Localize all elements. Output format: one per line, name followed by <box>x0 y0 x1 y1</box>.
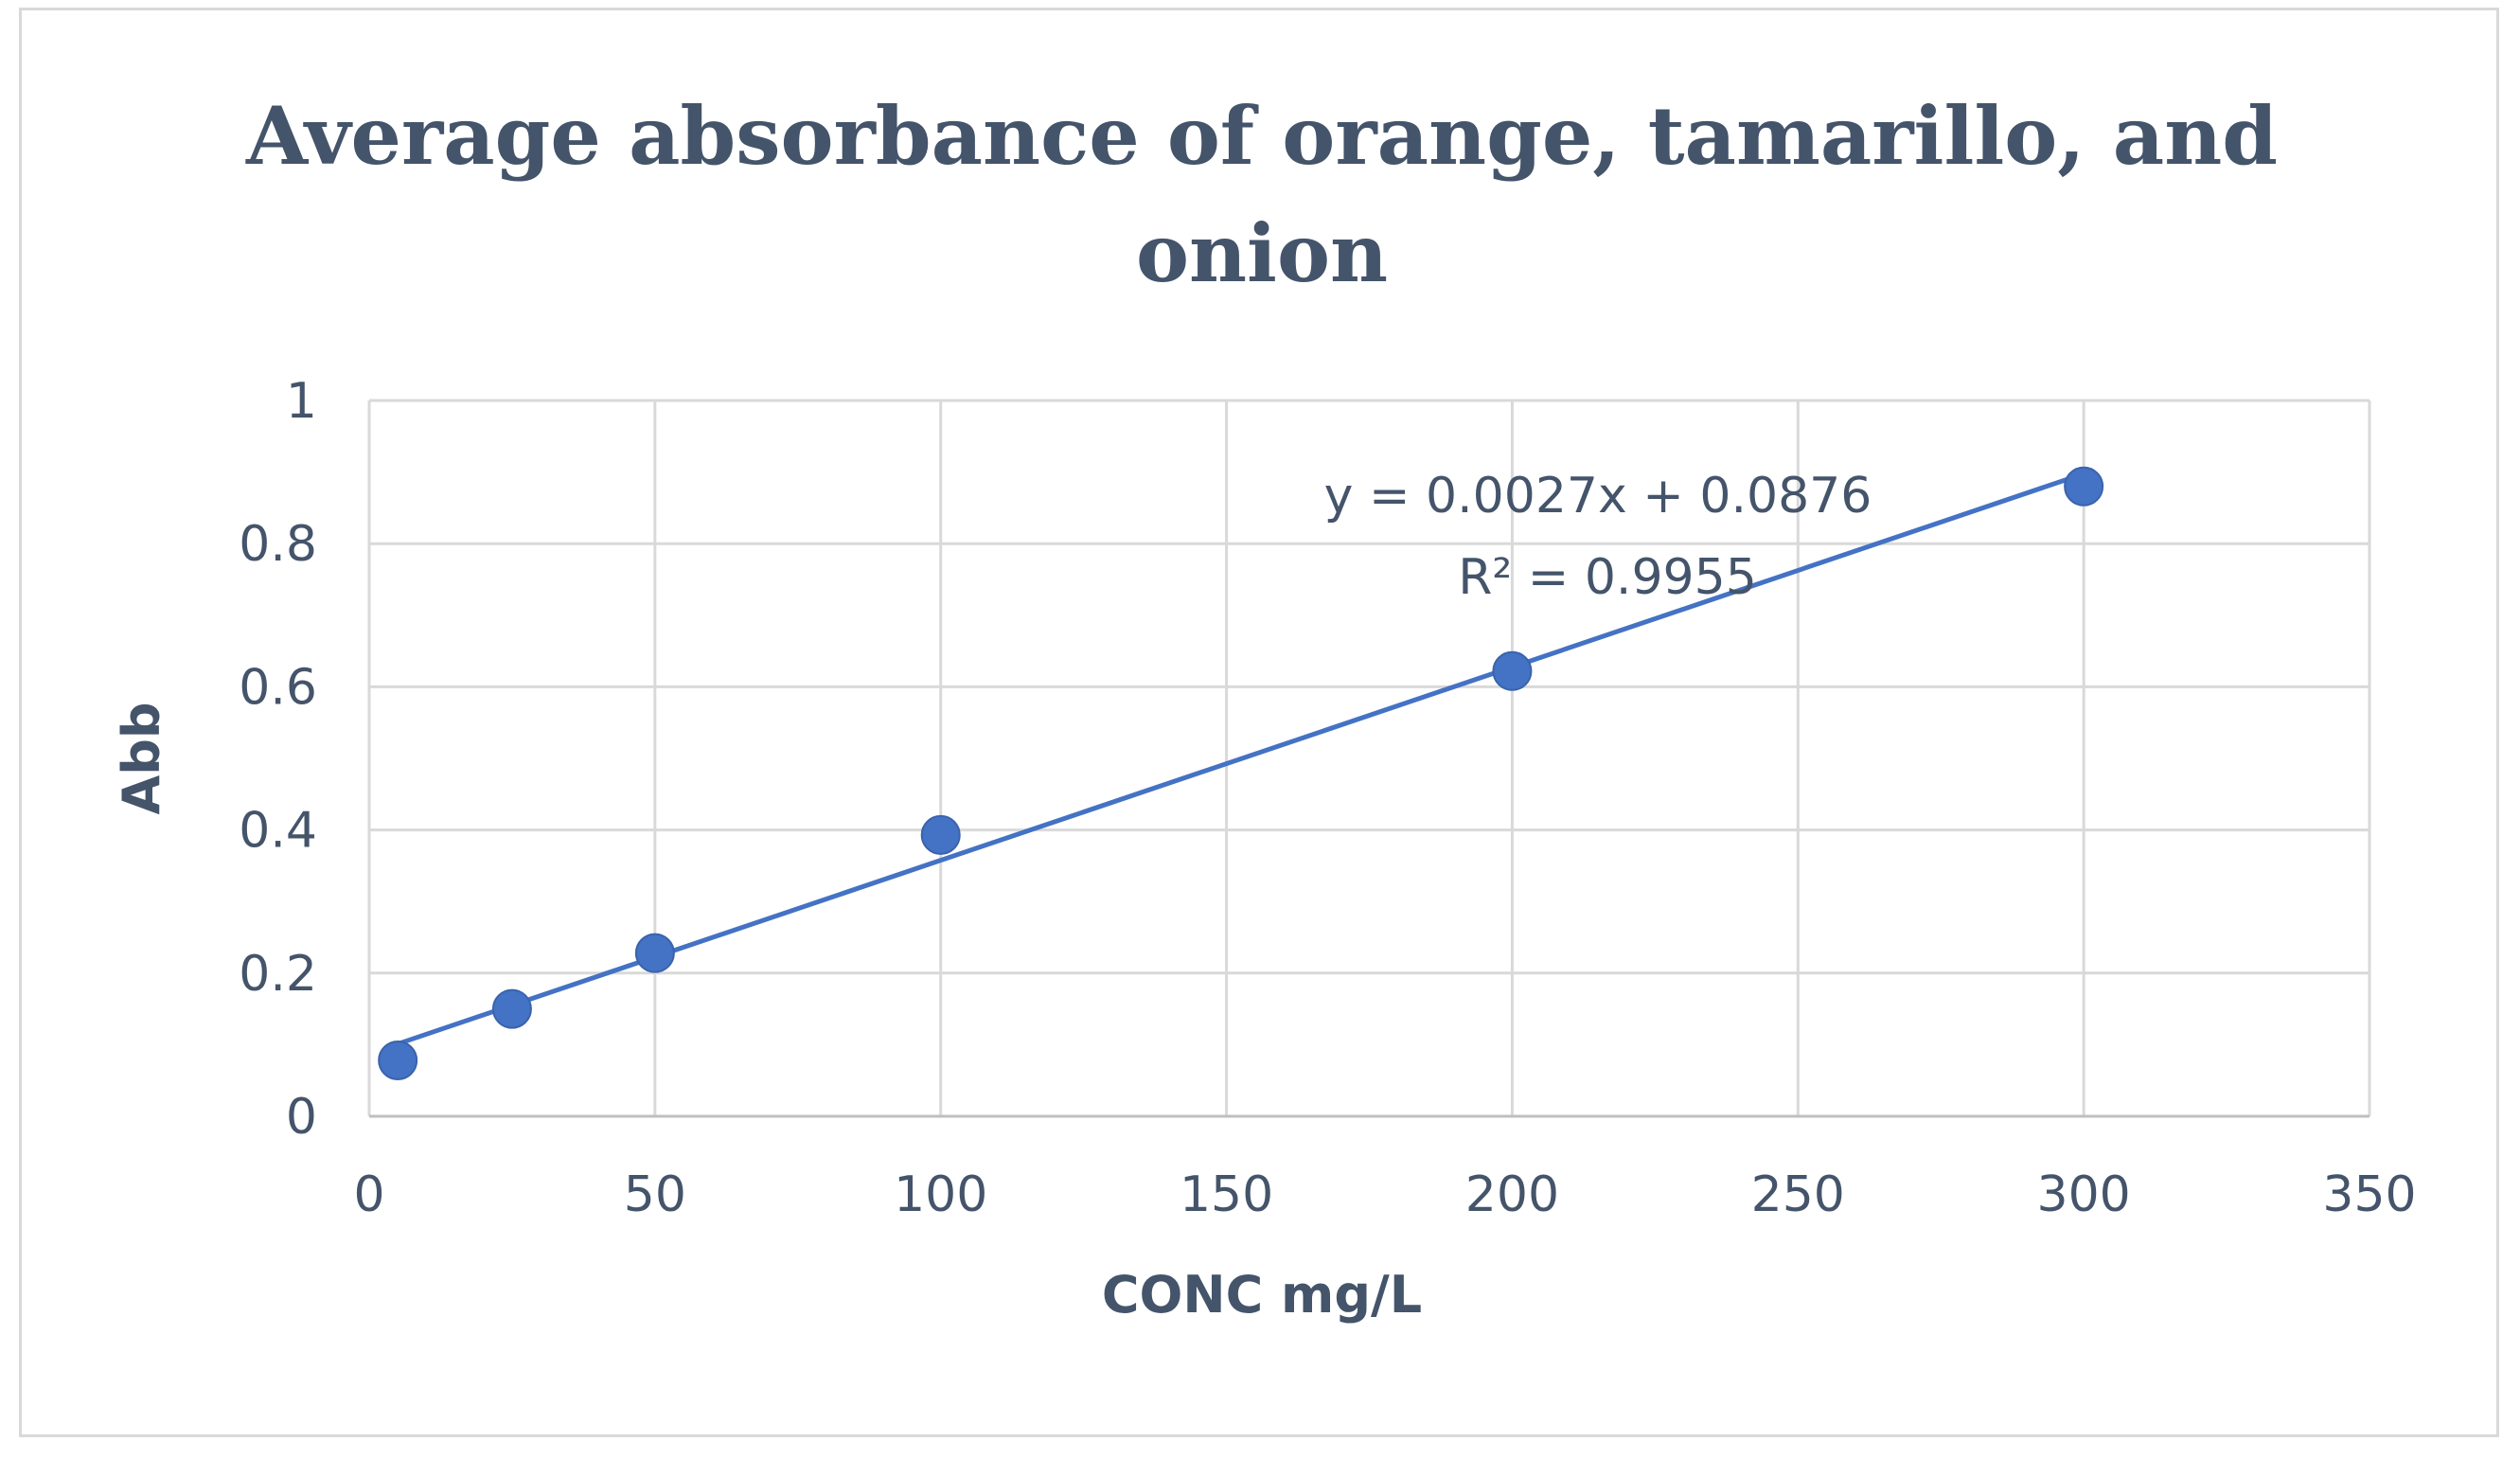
y-tick-label: 0.6 <box>239 659 317 716</box>
x-tick-label: 250 <box>1751 1166 1845 1223</box>
chart: Average absorbance of orange, tamarillo,… <box>112 89 2417 1325</box>
grid <box>367 399 2371 1118</box>
chart-title-line-1: Average absorbance of orange, tamarillo,… <box>245 89 2278 183</box>
y-tick-label: 0.8 <box>239 516 317 573</box>
y-axis-label: Abb <box>112 702 171 814</box>
chart-frame: Average absorbance of orange, tamarillo,… <box>19 8 2499 1437</box>
chart-title: Average absorbance of orange, tamarillo,… <box>245 89 2278 300</box>
r-squared-label: R² = 0.9955 <box>1458 549 1757 606</box>
data-point <box>920 814 961 855</box>
x-tick-label: 350 <box>2322 1166 2416 1223</box>
y-tick-label: 0.4 <box>239 803 317 860</box>
data-point <box>1492 650 1533 691</box>
data-point <box>491 988 532 1029</box>
y-tick-label: 1 <box>286 373 317 430</box>
x-tick-label: 50 <box>624 1166 686 1223</box>
y-axis-ticks: 0 0.2 0.4 0.6 0.8 1 <box>239 373 317 1146</box>
x-tick-label: 100 <box>894 1166 987 1223</box>
y-tick-label: 0 <box>286 1089 317 1146</box>
data-point <box>378 1041 418 1081</box>
trendline-annotation: y = 0.0027x + 0.0876 R² = 0.9955 <box>1324 468 1872 606</box>
x-tick-label: 200 <box>1465 1166 1559 1223</box>
x-axis-label: CONC mg/L <box>1102 1265 1422 1325</box>
trendline-equation: y = 0.0027x + 0.0876 <box>1324 468 1872 525</box>
data-points <box>378 466 2104 1081</box>
trendline-group <box>397 472 2085 1046</box>
trendline <box>397 472 2085 1046</box>
x-axis-ticks: 0 50 100 150 200 250 300 350 <box>353 1166 2416 1223</box>
data-point <box>634 933 675 973</box>
chart-title-line-2: onion <box>1136 206 1388 300</box>
data-point <box>2064 466 2104 507</box>
x-tick-label: 300 <box>2037 1166 2131 1223</box>
x-tick-label: 150 <box>1180 1166 1273 1223</box>
x-tick-label: 0 <box>353 1166 384 1223</box>
y-tick-label: 0.2 <box>239 946 317 1003</box>
